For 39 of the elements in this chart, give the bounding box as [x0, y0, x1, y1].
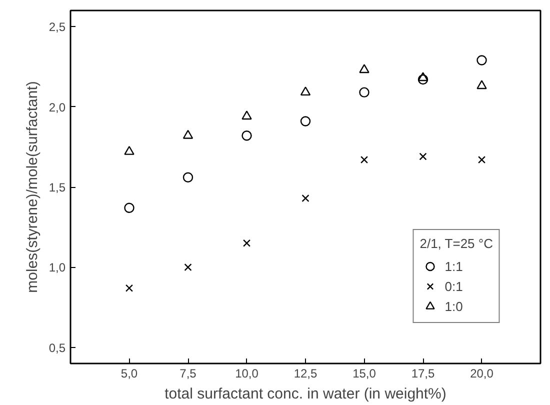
point	[418, 72, 428, 82]
x-axis-title: total surfactant conc. in water (in weight%)	[164, 386, 446, 402]
y-axis-title: moles(styrene)/mole(surfactant)	[24, 81, 41, 293]
point	[476, 80, 487, 90]
point	[300, 116, 311, 126]
point	[124, 202, 134, 213]
x-tick-label: 5,0	[120, 366, 138, 380]
point	[242, 130, 252, 141]
point	[359, 64, 370, 74]
x-tick-label: 15,0	[352, 366, 376, 380]
point	[302, 194, 310, 202]
legend-title: 2/1, T=25 °C	[420, 236, 493, 251]
point	[242, 110, 252, 120]
x-tick-label: 17,5	[411, 366, 436, 380]
point	[242, 239, 251, 247]
x-tick-label: 12,5	[294, 366, 318, 380]
point	[182, 172, 194, 182]
point	[418, 74, 428, 85]
y-tick-label: 1,0	[48, 260, 66, 275]
point	[125, 284, 134, 292]
point	[124, 146, 134, 155]
x-tick-label: 20,0	[470, 366, 494, 380]
point	[478, 156, 486, 164]
point	[360, 156, 368, 164]
y-tick-label: 2,0	[48, 100, 66, 114]
point	[476, 55, 487, 66]
point	[182, 130, 194, 139]
y-tick-label: 0,5	[48, 340, 66, 355]
y-tick-label: 2,5	[48, 20, 66, 34]
x-tick-label: 7,5	[180, 366, 197, 380]
point	[359, 87, 370, 98]
legend-label: 1:0	[444, 298, 464, 314]
point	[300, 86, 311, 96]
point	[419, 152, 427, 160]
legend-label: 0:1	[444, 278, 464, 294]
point	[184, 263, 192, 272]
x-tick-label: 10,0	[235, 366, 259, 380]
legend-label: 1:1	[444, 258, 464, 274]
y-tick-label: 1,5	[48, 180, 66, 194]
